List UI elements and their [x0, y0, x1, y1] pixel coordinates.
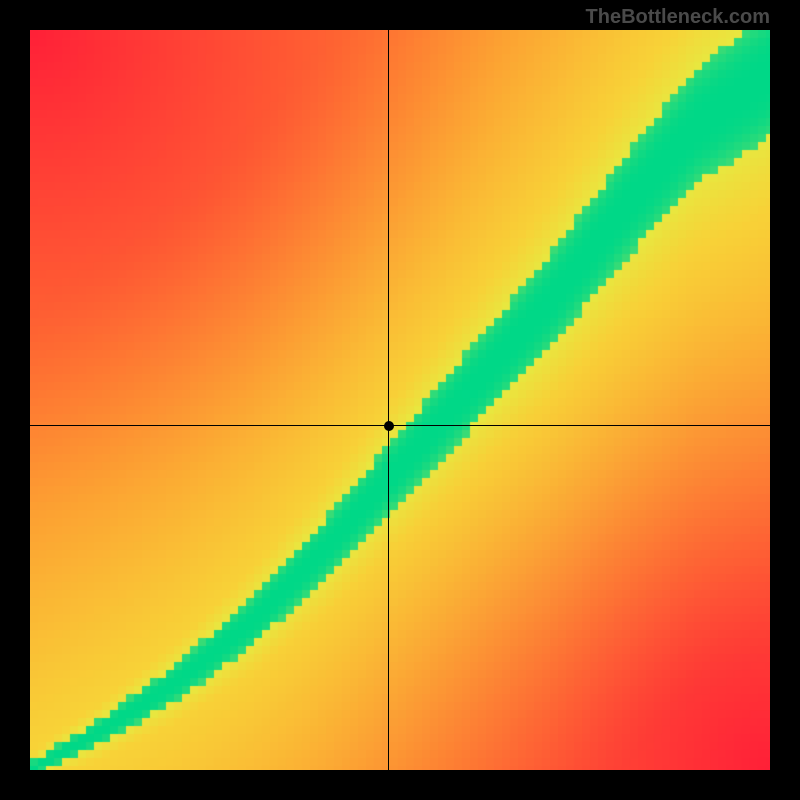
- watermark-text: TheBottleneck.com: [586, 6, 770, 29]
- crosshair-horizontal: [30, 425, 770, 426]
- chart-container: TheBottleneck.com: [0, 0, 800, 800]
- crosshair-marker: [384, 421, 394, 431]
- heatmap-canvas: [30, 30, 770, 770]
- crosshair-vertical: [388, 30, 389, 770]
